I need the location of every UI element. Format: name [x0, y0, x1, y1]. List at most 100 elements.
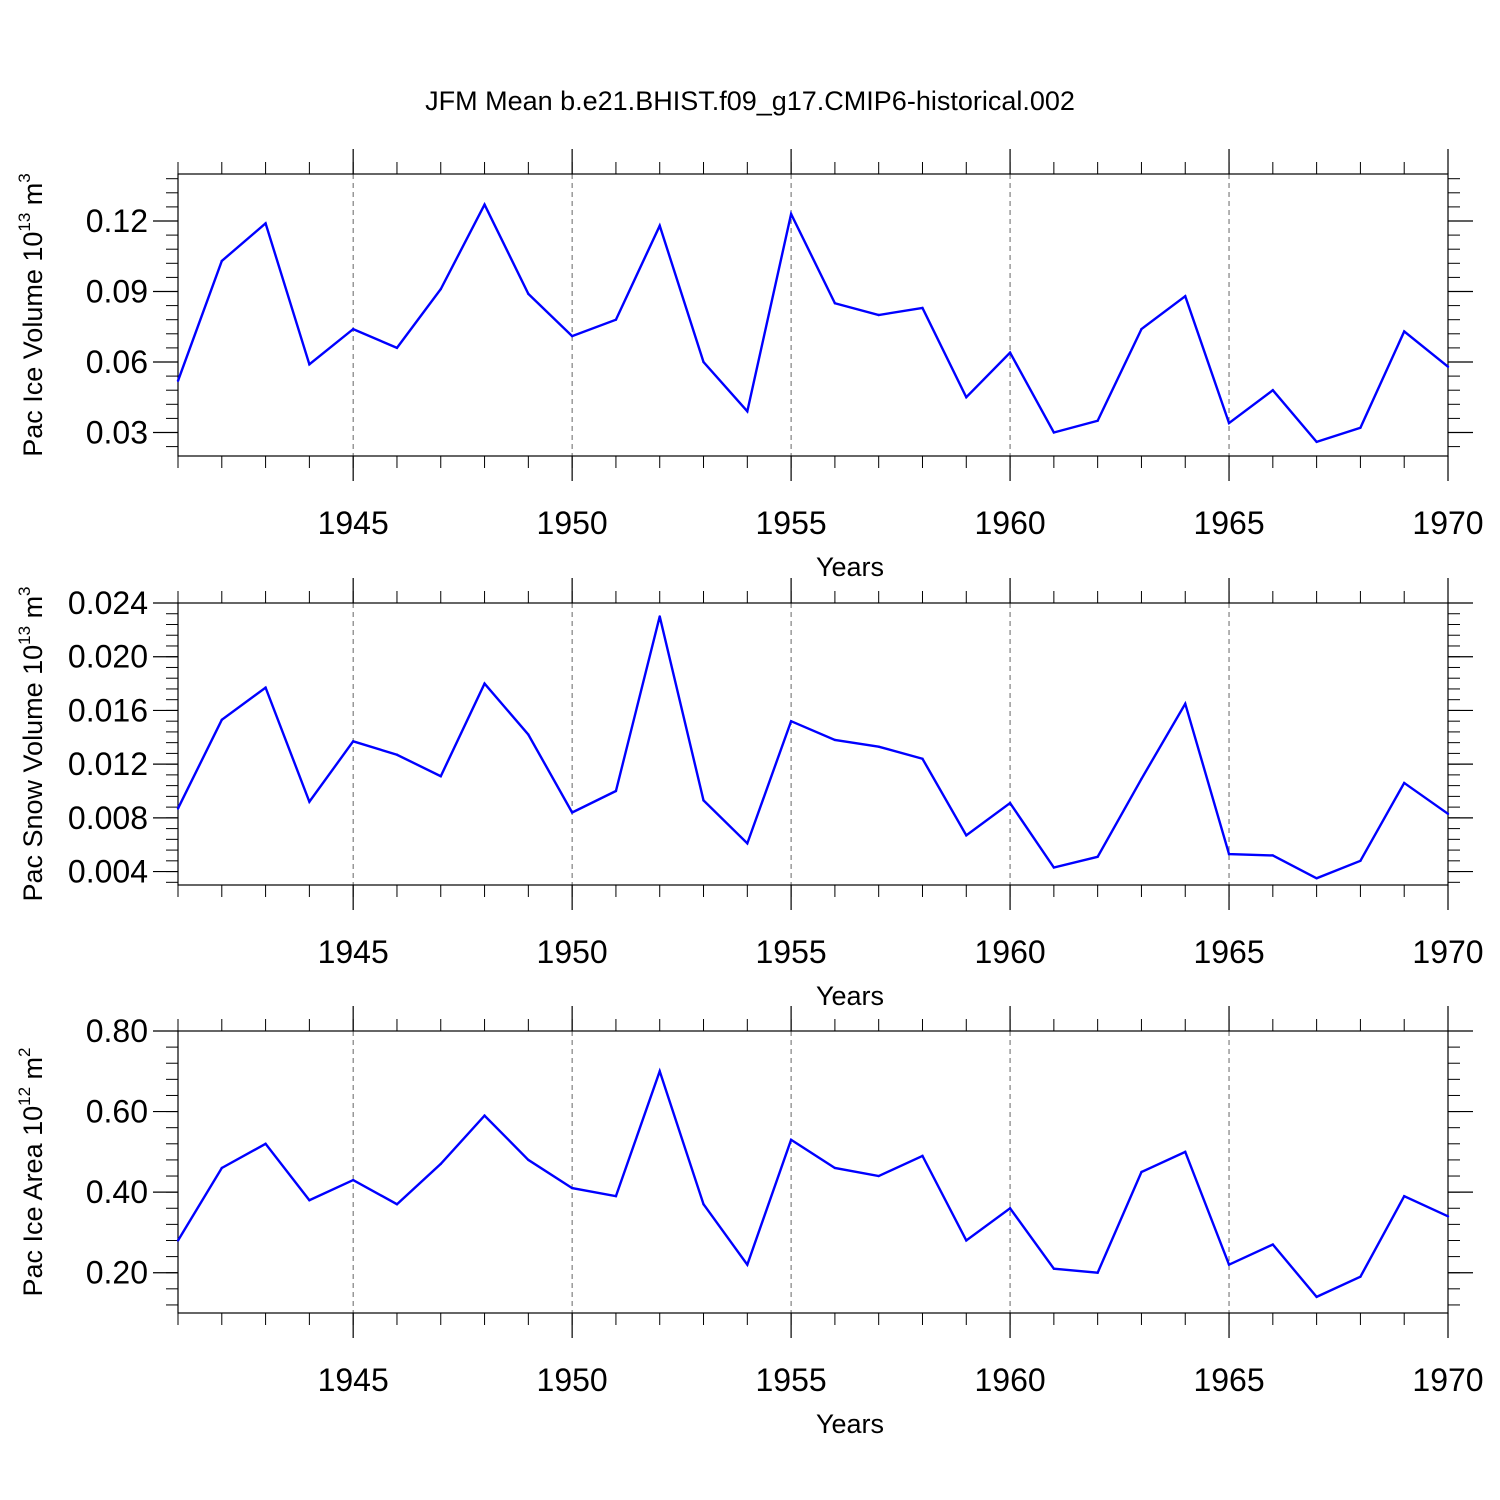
data-point [1271, 1243, 1275, 1246]
data-point [176, 379, 180, 382]
x-tick-label: 1950 [537, 934, 608, 970]
data-point [1096, 855, 1099, 858]
data-point [1184, 1150, 1187, 1154]
y-tick-label: 0.12 [86, 203, 148, 239]
x-tick-label: 1955 [756, 934, 827, 970]
data-point [1096, 1271, 1099, 1274]
data-point [395, 346, 399, 350]
data-point [1227, 421, 1231, 425]
y-axis-title-unit-exponent: 3 [15, 586, 34, 595]
y-tick-label: 0.004 [68, 854, 148, 890]
x-axis-title: Years [816, 1409, 884, 1439]
y-axis-title-exponent: 13 [15, 626, 34, 645]
data-point [833, 302, 837, 305]
data-point [220, 1166, 223, 1170]
data-point [1359, 859, 1362, 863]
data-point [308, 1199, 311, 1202]
data-point [1359, 1275, 1362, 1278]
data-point [1052, 431, 1056, 434]
panels: 0.03 0.06 0.09 0.12 1945 1950 1955 1960 1965 1970… [15, 149, 1484, 1439]
x-tick-label: 1960 [974, 1362, 1045, 1398]
data-point [1096, 419, 1099, 422]
data-point [965, 834, 968, 837]
x-tick-label: 1950 [537, 1362, 608, 1398]
series-line [176, 201, 1449, 444]
y-tick-label: 0.016 [68, 692, 148, 728]
data-point [1184, 702, 1187, 705]
data-point [1446, 812, 1450, 816]
data-point [614, 789, 618, 793]
data-point [833, 738, 837, 742]
y-axis-title-unit: m [18, 1057, 48, 1087]
x-tick-label: 1965 [1193, 1362, 1264, 1398]
data-point [570, 811, 574, 814]
data-point [877, 1174, 880, 1178]
data-point [877, 745, 880, 748]
data-point [527, 1158, 530, 1162]
data-point [1227, 1263, 1231, 1266]
data-point [1008, 801, 1012, 805]
x-tick-label: 1970 [1412, 1362, 1483, 1398]
data-point [264, 686, 267, 689]
data-point [746, 842, 749, 845]
chart-panel-2: 0.004 0.008 0.012 0.016 0.020 0.024 1945 1950 19… [15, 578, 1484, 1011]
figure-title: JFM Mean b.e21.BHIST.f09_g17.CMIP6-histo… [425, 86, 1075, 116]
data-point [308, 800, 311, 803]
x-tick-label: 1955 [756, 1362, 827, 1398]
data-point [658, 1070, 661, 1073]
y-tick-label: 0.03 [86, 415, 148, 451]
data-point [921, 306, 924, 310]
data-point [921, 757, 924, 760]
data-point [308, 363, 311, 366]
data-point [220, 259, 223, 263]
data-point [1052, 1267, 1056, 1270]
data-point [1140, 327, 1143, 331]
y-axis-title-unit-exponent: 3 [15, 173, 34, 182]
x-tick-label: 1950 [537, 505, 608, 541]
y-tick-label: 0.06 [86, 344, 148, 380]
y-tick-label: 0.012 [68, 746, 148, 782]
data-point [395, 1203, 399, 1206]
data-point [789, 1138, 793, 1141]
x-tick-label: 1955 [756, 505, 827, 541]
data-point [527, 292, 530, 296]
x-axis-title: Years [816, 552, 884, 582]
x-tick-label: 1945 [318, 934, 389, 970]
data-point [176, 807, 180, 810]
data-point [746, 410, 749, 413]
data-point [439, 775, 442, 778]
y-axis-title-exponent: 12 [15, 1087, 34, 1106]
data-point [702, 360, 705, 364]
data-point [483, 682, 486, 685]
data-point [877, 313, 880, 317]
plot-frame [177, 602, 1449, 886]
data-point [1315, 440, 1318, 444]
data-point [1271, 854, 1275, 857]
chart-panel-1: 0.03 0.06 0.09 0.12 1945 1950 1955 1960 1965 1970… [15, 149, 1484, 582]
y-axis-title: Pac Ice Volume 1013 m3 [15, 173, 48, 457]
y-tick-label: 0.20 [86, 1255, 148, 1291]
data-point [921, 1154, 924, 1158]
data-point [176, 1239, 180, 1242]
data-point [1140, 1170, 1143, 1174]
data-point [439, 1162, 442, 1166]
data-point [702, 799, 705, 802]
x-tick-label: 1970 [1412, 505, 1483, 541]
data-point [527, 733, 530, 736]
y-axis-title: Pac Snow Volume 1013 m3 [15, 586, 48, 901]
data-point [658, 224, 661, 227]
y-tick-label: 0.80 [86, 1013, 148, 1049]
data-point [1140, 777, 1143, 781]
chart-panel-3: 0.20 0.40 0.60 0.80 1945 1950 1955 1960 1965 1970… [15, 1006, 1484, 1439]
data-point [570, 1186, 574, 1190]
data-point [570, 334, 574, 338]
data-point [351, 1178, 355, 1182]
y-axis-title-main: Pac Ice Area 10 [18, 1106, 48, 1297]
x-tick-label: 1945 [318, 1362, 389, 1398]
plot-frame [177, 173, 1449, 457]
data-point [1315, 1295, 1318, 1299]
data-point [1403, 781, 1406, 785]
data-point [1008, 1207, 1012, 1210]
data-point [614, 318, 618, 321]
data-point [1403, 1194, 1406, 1198]
